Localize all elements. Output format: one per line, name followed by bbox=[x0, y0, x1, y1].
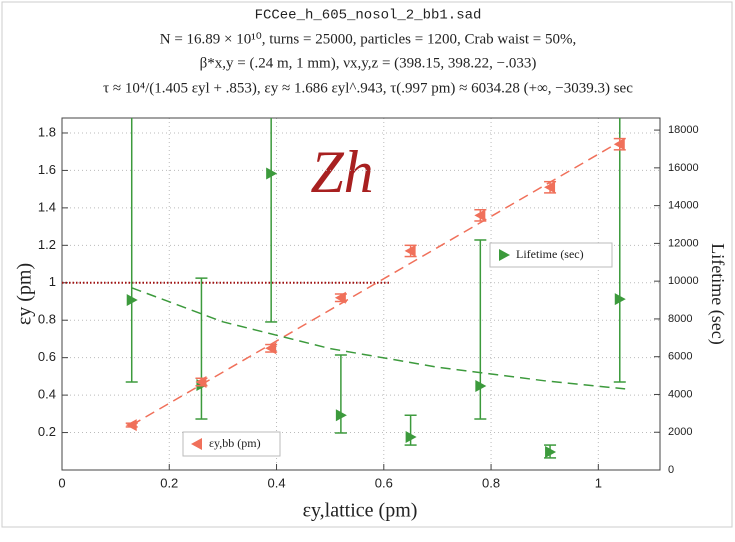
point bbox=[126, 294, 138, 307]
point bbox=[614, 293, 626, 306]
legend-box bbox=[489, 242, 613, 268]
y-tick-label: 0.2 bbox=[38, 424, 56, 439]
y-tick-label: 1 bbox=[49, 274, 56, 289]
frame bbox=[1, 1, 733, 528]
y-tick-label: 1.4 bbox=[38, 199, 56, 214]
y2-tick-label: 18000 bbox=[668, 124, 699, 136]
chart-title: FCCee_h_605_nosol_2_bb1.sad bbox=[255, 8, 482, 24]
subtitle: τ ≈ 10⁴/(1.405 εyl + .853), εy ≈ 1.686 ε… bbox=[103, 80, 633, 96]
point bbox=[545, 446, 557, 459]
point bbox=[405, 430, 417, 443]
point bbox=[125, 419, 137, 432]
point bbox=[613, 138, 625, 151]
legend-label: εy,bb (pm) bbox=[209, 436, 261, 450]
point bbox=[195, 376, 207, 388]
y2-tick-label: 4000 bbox=[668, 388, 692, 400]
y2-tick-label: 12000 bbox=[668, 237, 699, 249]
point bbox=[266, 167, 278, 180]
annotation: Zh bbox=[310, 139, 373, 205]
y-tick-label: 0.6 bbox=[38, 349, 56, 364]
point bbox=[335, 409, 347, 422]
plot-frame bbox=[61, 117, 661, 471]
y2-axis-label: Lifetime (sec) bbox=[707, 243, 728, 344]
point bbox=[404, 244, 416, 257]
y-tick-label: 1.2 bbox=[38, 237, 56, 252]
x-tick-label: 0.8 bbox=[482, 475, 500, 490]
y2-tick-label: 2000 bbox=[668, 426, 692, 438]
y2-tick-label: 16000 bbox=[668, 162, 699, 174]
x-tick-label: 0 bbox=[58, 475, 65, 490]
y2-tick-label: 10000 bbox=[668, 275, 699, 287]
x-tick-label: 1 bbox=[595, 475, 602, 490]
legend-label: Lifetime (sec) bbox=[516, 247, 584, 261]
legend-marker bbox=[499, 249, 510, 261]
y2-tick-label: 0 bbox=[668, 464, 674, 476]
point bbox=[334, 291, 346, 304]
subtitle: β*x,y = (.24 m, 1 mm), νx,y,z = (398.15,… bbox=[200, 55, 537, 71]
x-axis-label: εy,lattice (pm) bbox=[303, 500, 418, 522]
x-tick-label: 0.2 bbox=[160, 475, 178, 490]
x-tick-label: 0.4 bbox=[267, 475, 285, 490]
y2-tick-label: 6000 bbox=[668, 351, 692, 363]
y-tick-label: 1.8 bbox=[38, 124, 56, 139]
y-tick-label: 0.8 bbox=[38, 312, 56, 327]
y2-tick-label: 8000 bbox=[668, 313, 692, 325]
y2-tick-label: 14000 bbox=[668, 200, 699, 212]
y-tick-label: 1.6 bbox=[38, 162, 56, 177]
fit-line bbox=[131, 287, 626, 390]
point bbox=[474, 209, 486, 222]
point bbox=[475, 379, 487, 392]
legend-marker bbox=[191, 438, 202, 450]
y-axis-label: εy (pm) bbox=[14, 263, 36, 325]
point bbox=[265, 342, 277, 355]
y-tick-label: 0.4 bbox=[38, 387, 56, 402]
point bbox=[544, 181, 556, 194]
x-tick-label: 0.6 bbox=[375, 475, 393, 490]
subtitle: N = 16.89 × 10¹⁰, turns = 25000, particl… bbox=[160, 31, 577, 47]
